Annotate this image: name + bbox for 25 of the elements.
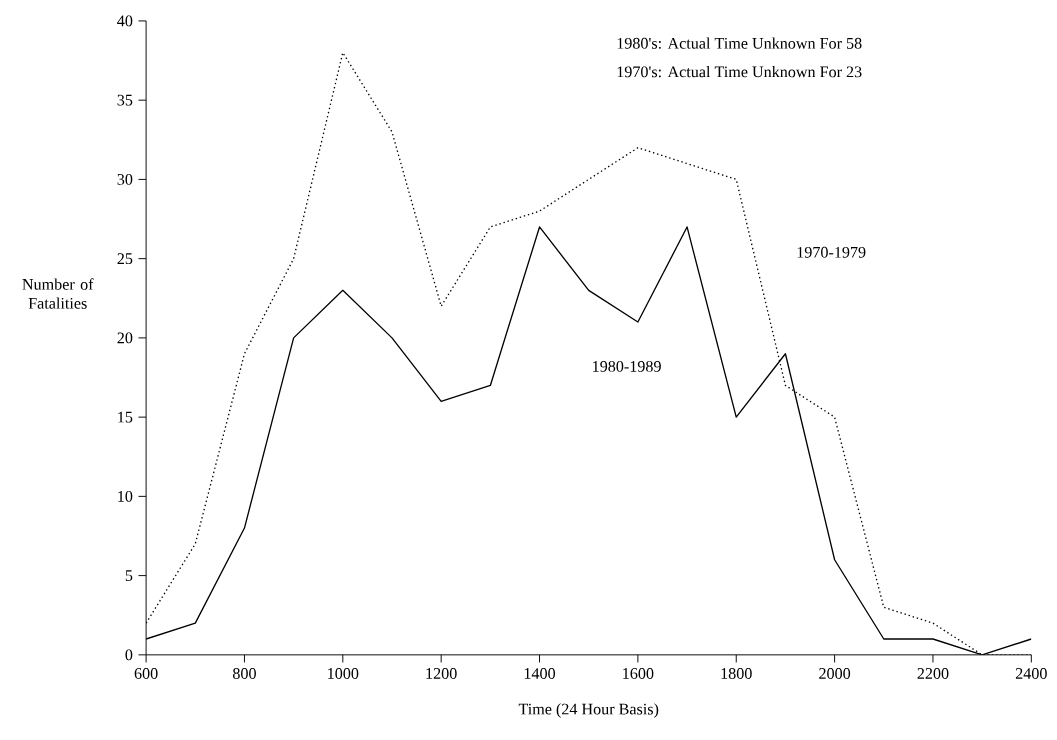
x-tick-label: 600 <box>134 668 158 680</box>
y-tick-label: 40 <box>117 15 133 27</box>
x-tick-label: 1200 <box>426 668 457 680</box>
y-tick-label: 25 <box>117 253 133 265</box>
text: 1980-1989 <box>593 361 661 373</box>
x-tick-label: 2000 <box>819 668 851 680</box>
annotation: 1980's: Actual Time Unknown For 58 <box>617 37 862 50</box>
x-tick-label: 2400 <box>1015 668 1047 680</box>
y-tick-label: 20 <box>117 332 133 344</box>
annotation: 1970's: Actual Time Unknown For 23 <box>617 66 862 78</box>
y-tick-label: 0 <box>125 649 133 661</box>
y-tick-label: 5 <box>125 570 133 582</box>
x-tick-label: 800 <box>232 668 256 680</box>
x-tick-label: 1600 <box>623 668 654 680</box>
text: 1970-1979 <box>797 247 866 258</box>
x-axis-title: Time (24 Hour Basis) <box>518 703 659 719</box>
y-axis-title: Number of Fatalities <box>22 278 94 309</box>
x-tick-label: 1000 <box>328 668 359 680</box>
x-tick-label: 2200 <box>917 668 949 680</box>
y-tick-label: 10 <box>118 491 133 503</box>
y-tick-label: 30 <box>117 174 133 186</box>
y-tick-label: 15 <box>118 411 133 423</box>
x-tick-label: 1400 <box>524 668 556 680</box>
y-tick-label: 35 <box>117 94 133 106</box>
x-tick-label: 1800 <box>721 668 752 680</box>
